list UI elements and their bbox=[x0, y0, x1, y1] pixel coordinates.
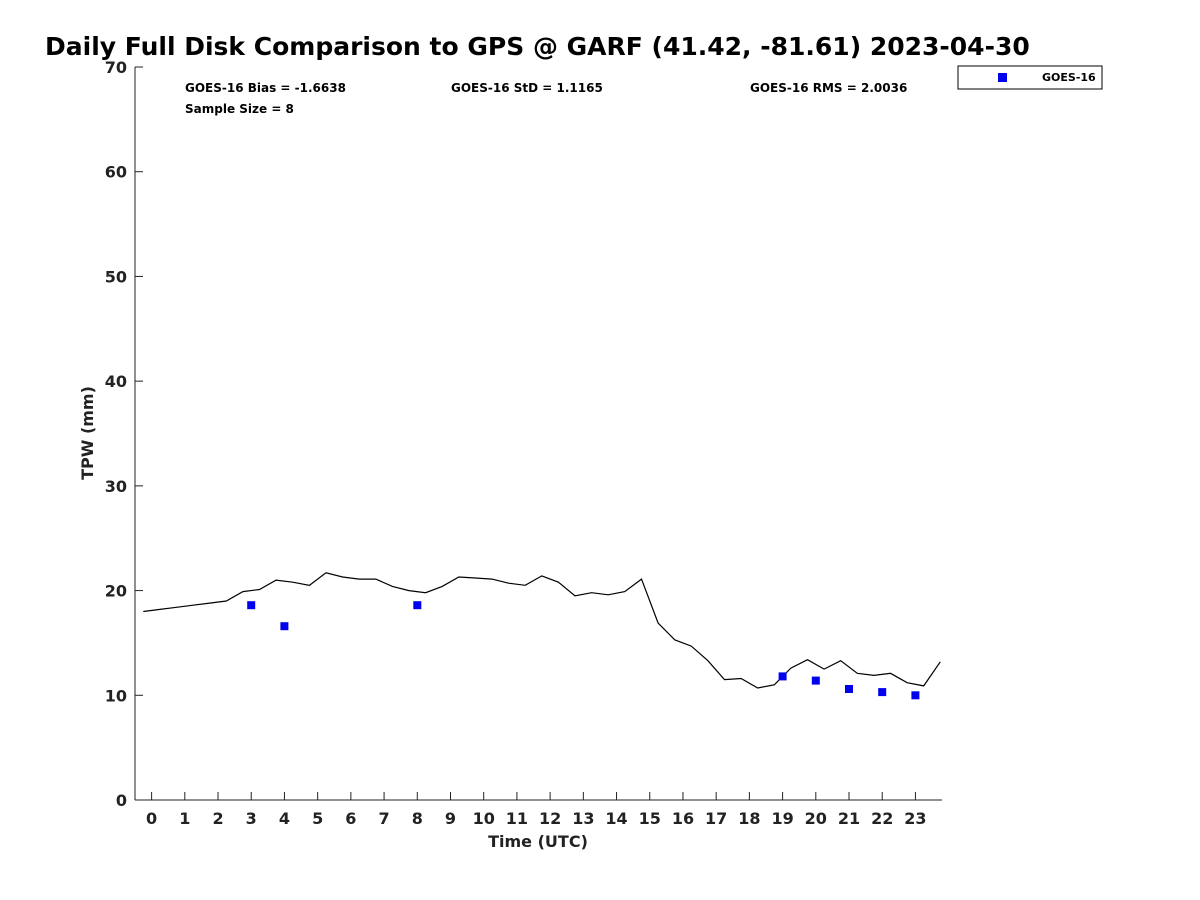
x-tick-label: 4 bbox=[279, 809, 290, 828]
goes16-points bbox=[247, 601, 920, 700]
x-tick-label: 11 bbox=[506, 809, 528, 828]
x-tick-label: 17 bbox=[705, 809, 727, 828]
x-tick-label: 22 bbox=[871, 809, 893, 828]
x-tick-label: 12 bbox=[539, 809, 561, 828]
legend-marker-goes16 bbox=[998, 73, 1007, 82]
goes16-point bbox=[845, 685, 853, 693]
y-tick-label: 60 bbox=[105, 163, 127, 182]
goes16-point bbox=[413, 601, 422, 610]
x-tick-label: 16 bbox=[672, 809, 694, 828]
goes16-point bbox=[878, 688, 887, 697]
y-tick-label: 70 bbox=[105, 58, 127, 77]
sample-size-stat: Sample Size = 8 bbox=[185, 102, 294, 116]
rms-stat: GOES-16 RMS = 2.0036 bbox=[750, 81, 907, 95]
legend: GOES-16 bbox=[957, 65, 1103, 90]
y-tick-label: 20 bbox=[105, 582, 127, 601]
x-axis-label: Time (UTC) bbox=[488, 832, 588, 851]
legend-label-goes16: GOES-16 bbox=[1042, 71, 1096, 84]
x-tick-label: 19 bbox=[771, 809, 793, 828]
x-tick-label: 10 bbox=[473, 809, 495, 828]
y-tick-label: 10 bbox=[105, 686, 127, 705]
y-tick-label: 30 bbox=[105, 477, 127, 496]
x-tick-label: 18 bbox=[738, 809, 760, 828]
x-tick-label: 1 bbox=[179, 809, 190, 828]
x-tick-label: 14 bbox=[605, 809, 627, 828]
x-tick-label: 15 bbox=[639, 809, 661, 828]
y-tick-label: 40 bbox=[105, 372, 127, 391]
x-tick-label: 6 bbox=[345, 809, 356, 828]
x-tick-label: 20 bbox=[805, 809, 827, 828]
x-tick-label: 8 bbox=[412, 809, 423, 828]
x-tick-label: 21 bbox=[838, 809, 860, 828]
y-tick-label: 0 bbox=[116, 791, 127, 810]
y-axis-label: TPW (mm) bbox=[78, 386, 97, 480]
y-tick-label: 50 bbox=[105, 267, 127, 286]
goes16-point bbox=[911, 691, 920, 700]
x-tick-label: 13 bbox=[572, 809, 594, 828]
goes16-point bbox=[778, 672, 787, 681]
bias-stat: GOES-16 Bias = -1.6638 bbox=[185, 81, 346, 95]
gps-reference-line bbox=[143, 572, 941, 689]
axis-ticks: 0 1 2 3 4 5 6 7 8 9 10 11 12 13 14 15 16 17 18 19 20 21 22 2301… bbox=[105, 58, 927, 828]
x-tick-label: 23 bbox=[904, 809, 926, 828]
x-tick-label: 2 bbox=[212, 809, 223, 828]
x-tick-label: 9 bbox=[445, 809, 456, 828]
x-tick-label: 0 bbox=[146, 809, 157, 828]
x-tick-label: 7 bbox=[379, 809, 390, 828]
chart-title: Daily Full Disk Comparison to GPS @ GARF… bbox=[45, 32, 1030, 61]
x-tick-label: 5 bbox=[312, 809, 323, 828]
axes bbox=[134, 67, 942, 801]
goes16-point bbox=[247, 601, 256, 610]
goes16-point bbox=[280, 622, 289, 631]
x-tick-label: 3 bbox=[246, 809, 257, 828]
legend-box bbox=[957, 65, 1103, 90]
goes16-point bbox=[811, 676, 820, 685]
std-stat: GOES-16 StD = 1.1165 bbox=[451, 81, 603, 95]
